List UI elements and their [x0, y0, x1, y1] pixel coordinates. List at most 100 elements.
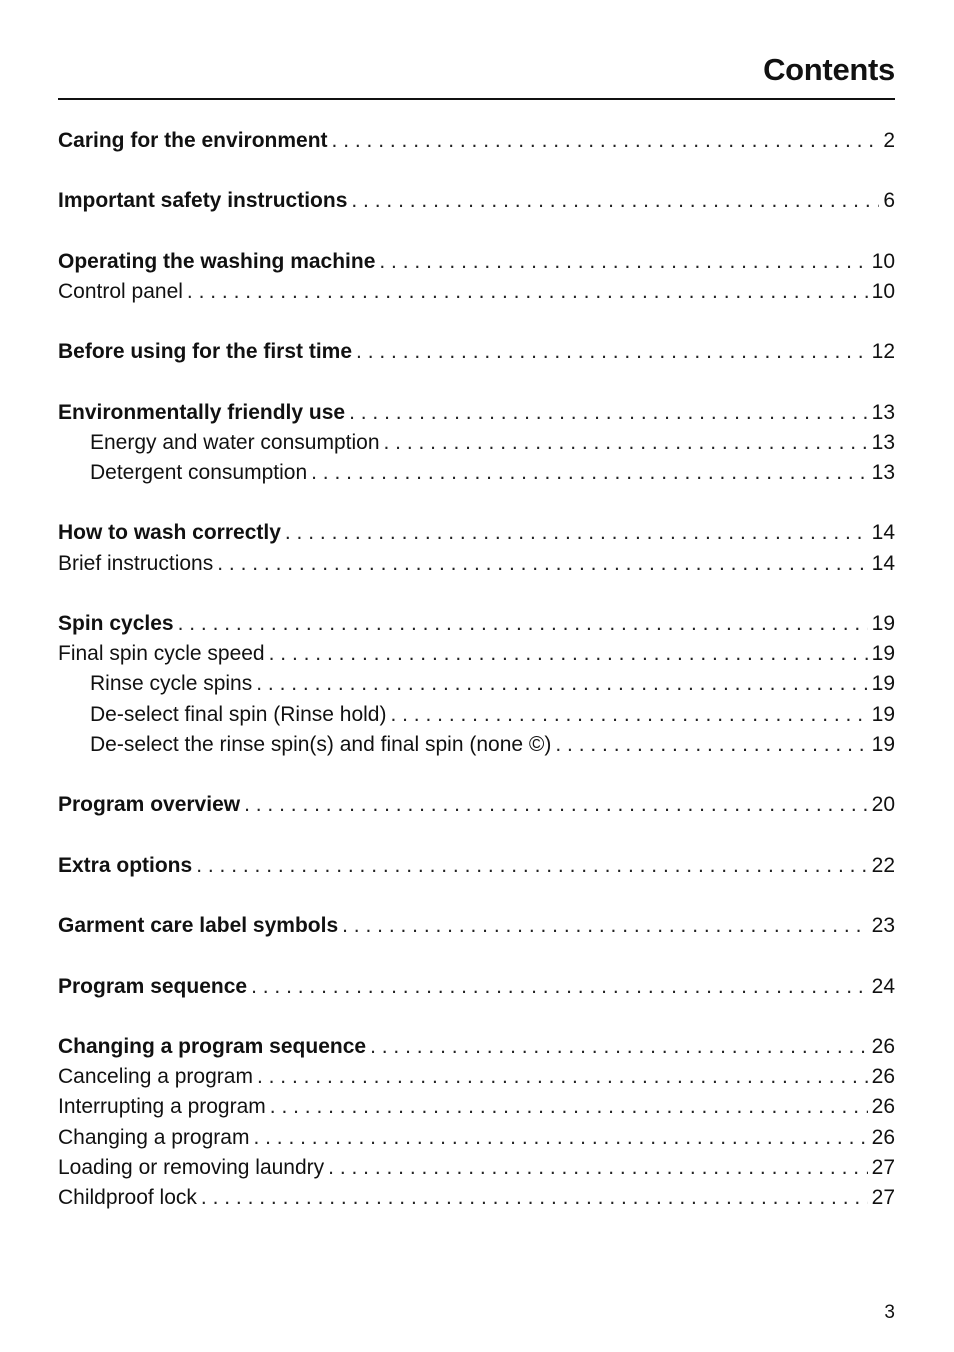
toc-entry-label: Loading or removing laundry	[58, 1156, 325, 1179]
toc-entry-label: Environmentally friendly use	[58, 401, 346, 424]
toc-entry-page: 2	[883, 129, 895, 152]
dot-leader	[379, 247, 867, 277]
toc-entry-label: How to wash correctly	[58, 521, 281, 544]
title-divider	[58, 98, 895, 100]
dot-leader	[311, 458, 868, 488]
toc-entry[interactable]: Spin cycles 19	[58, 609, 895, 639]
toc-entry-label: De-select the rinse spin(s) and final sp…	[90, 733, 552, 756]
dot-leader	[349, 398, 868, 428]
dot-leader	[270, 1092, 868, 1122]
toc-entry[interactable]: De-select final spin (Rinse hold) 19	[58, 700, 895, 730]
dot-leader	[328, 1153, 867, 1183]
page-title: Contents	[763, 52, 895, 87]
dot-leader	[555, 730, 867, 760]
toc-entry-page: 19	[871, 612, 895, 635]
dot-leader	[201, 1183, 868, 1213]
toc-entry-page: 14	[871, 521, 895, 544]
dot-leader	[196, 851, 867, 881]
dot-leader	[256, 669, 867, 699]
toc-entry-label: Extra options	[58, 854, 193, 877]
toc-entry[interactable]: Brief instructions 14	[58, 549, 895, 579]
toc-entry[interactable]: Important safety instructions 6	[58, 186, 895, 216]
toc-entry-label: Energy and water consumption	[90, 431, 380, 454]
dot-leader	[257, 1062, 868, 1092]
toc-entry-label: Program sequence	[58, 975, 248, 998]
toc-entry-label: Program overview	[58, 793, 241, 816]
toc-entry[interactable]: Before using for the first time 12	[58, 337, 895, 367]
toc-entry-page: 13	[871, 431, 895, 454]
toc-entry-page: 13	[871, 401, 895, 424]
dot-leader	[178, 609, 868, 639]
toc-entry[interactable]: Extra options 22	[58, 851, 895, 881]
toc-entry-label: Control panel	[58, 280, 183, 303]
toc-entry-label: Operating the washing machine	[58, 250, 376, 273]
dot-leader	[269, 639, 868, 669]
footer-page-number: 3	[884, 1302, 895, 1323]
dot-leader	[217, 549, 867, 579]
dot-leader	[244, 790, 868, 820]
toc-entry-label: Changing a program	[58, 1126, 250, 1149]
toc-entry[interactable]: Detergent consumption 13	[58, 458, 895, 488]
toc-entry-label: Important safety instructions	[58, 189, 348, 212]
toc-entry[interactable]: Interrupting a program 26	[58, 1092, 895, 1122]
toc-entry-label: Detergent consumption	[90, 461, 308, 484]
toc-entry-label: Spin cycles	[58, 612, 174, 635]
toc-entry-page: 26	[871, 1065, 895, 1088]
toc-entry[interactable]: Changing a program sequence 26	[58, 1032, 895, 1062]
toc-entry-page: 6	[883, 189, 895, 212]
toc-entry-label: Canceling a program	[58, 1065, 253, 1088]
toc-entry-page: 14	[871, 552, 895, 575]
dot-leader	[187, 277, 868, 307]
dot-leader	[285, 518, 868, 548]
dot-leader	[253, 1123, 867, 1153]
dot-leader	[332, 126, 880, 156]
dot-leader	[390, 700, 867, 730]
toc-entry-page: 27	[871, 1156, 895, 1179]
toc-entry[interactable]: Changing a program 26	[58, 1123, 895, 1153]
toc-entry-page: 12	[871, 340, 895, 363]
toc-entry-page: 19	[871, 733, 895, 756]
toc-entry[interactable]: Operating the washing machine 10	[58, 247, 895, 277]
toc-entry-page: 20	[871, 793, 895, 816]
toc-entry-page: 26	[871, 1095, 895, 1118]
toc-entry-label: Caring for the environment	[58, 129, 328, 152]
dot-leader	[370, 1032, 868, 1062]
dot-leader	[351, 186, 879, 216]
toc-entry[interactable]: Childproof lock 27	[58, 1183, 895, 1213]
toc-entry-page: 26	[871, 1035, 895, 1058]
toc-entry-page: 26	[871, 1126, 895, 1149]
toc-entry[interactable]: Energy and water consumption 13	[58, 428, 895, 458]
toc-entry-page: 22	[871, 854, 895, 877]
dot-leader	[384, 428, 868, 458]
toc-entry-page: 19	[871, 642, 895, 665]
toc-entry[interactable]: Garment care label symbols 23	[58, 911, 895, 941]
toc-entry-page: 24	[871, 975, 895, 998]
toc-entry-page: 19	[871, 672, 895, 695]
toc-entry-label: De-select final spin (Rinse hold)	[90, 703, 387, 726]
toc-entry-label: Interrupting a program	[58, 1095, 266, 1118]
toc-entry[interactable]: Rinse cycle spins 19	[58, 669, 895, 699]
toc-entry-label: Changing a program sequence	[58, 1035, 367, 1058]
toc-entry[interactable]: Control panel 10	[58, 277, 895, 307]
dot-leader	[342, 911, 868, 941]
toc-entry-label: Childproof lock	[58, 1186, 197, 1209]
toc-entry[interactable]: Canceling a program 26	[58, 1062, 895, 1092]
toc-entry[interactable]: Program sequence 24	[58, 972, 895, 1002]
toc-entry-page: 27	[871, 1186, 895, 1209]
dot-leader	[251, 972, 868, 1002]
toc-entry[interactable]: De-select the rinse spin(s) and final sp…	[58, 730, 895, 760]
toc-entry-label: Rinse cycle spins	[90, 672, 253, 695]
toc-entry[interactable]: Loading or removing laundry 27	[58, 1153, 895, 1183]
toc-entry[interactable]: Final spin cycle speed 19	[58, 639, 895, 669]
toc-entry-label: Garment care label symbols	[58, 914, 339, 937]
toc-entry-label: Brief instructions	[58, 552, 214, 575]
toc-entry-label: Final spin cycle speed	[58, 642, 265, 665]
toc-entry-page: 23	[871, 914, 895, 937]
toc-entry-page: 13	[871, 461, 895, 484]
toc-entry-label: Before using for the first time	[58, 340, 353, 363]
dot-leader	[356, 337, 868, 367]
toc-entry[interactable]: Caring for the environment 2	[58, 126, 895, 156]
toc-entry[interactable]: How to wash correctly 14	[58, 518, 895, 548]
toc-entry[interactable]: Environmentally friendly use 13	[58, 398, 895, 428]
toc-entry[interactable]: Program overview 20	[58, 790, 895, 820]
